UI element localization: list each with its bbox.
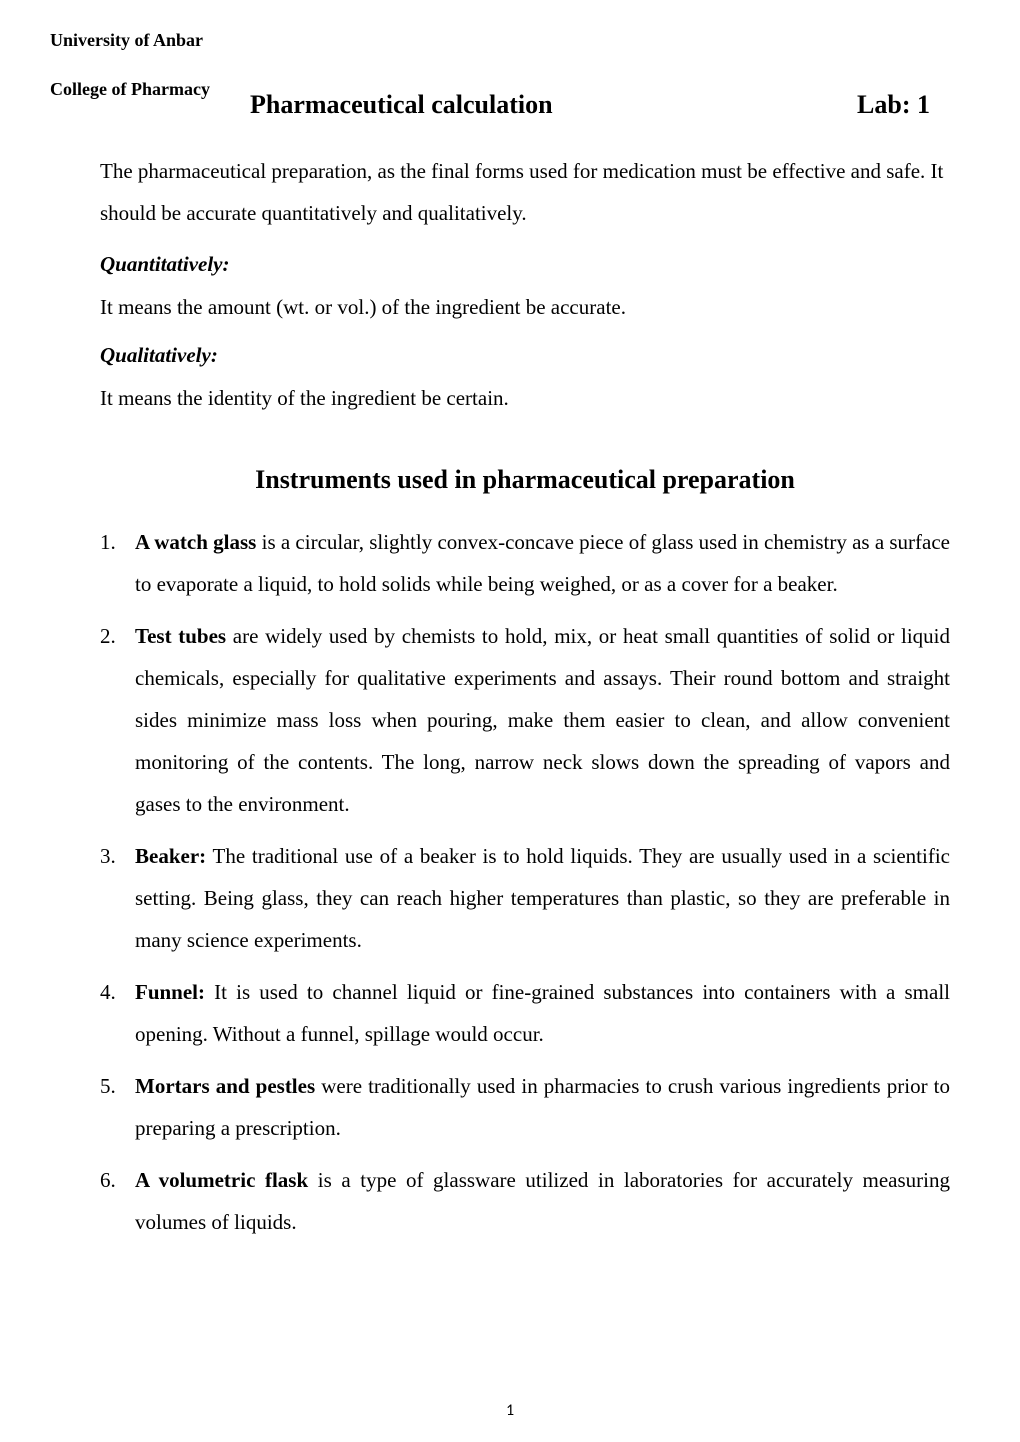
list-item: Mortars and pestles were traditionally u… xyxy=(100,1065,950,1149)
list-item: A volumetric flask is a type of glasswar… xyxy=(100,1159,950,1243)
content-area: The pharmaceutical preparation, as the f… xyxy=(50,150,960,1243)
instrument-name: Beaker: xyxy=(135,844,206,868)
instrument-desc: are widely used by chemists to hold, mix… xyxy=(135,624,950,816)
instrument-name: Funnel: xyxy=(135,980,205,1004)
instrument-name: Test tubes xyxy=(135,624,226,648)
instrument-list: A watch glass is a circular, slightly co… xyxy=(100,521,950,1243)
list-item: A watch glass is a circular, slightly co… xyxy=(100,521,950,605)
main-title: Pharmaceutical calculation xyxy=(250,90,553,120)
instrument-name: A watch glass xyxy=(135,530,256,554)
instrument-desc: It is used to channel liquid or fine-gra… xyxy=(135,980,950,1046)
instrument-name: Mortars and pestles xyxy=(135,1074,315,1098)
quantitative-heading: Quantitatively: xyxy=(100,252,950,277)
list-item: Funnel: It is used to channel liquid or … xyxy=(100,971,950,1055)
list-item: Beaker: The traditional use of a beaker … xyxy=(100,835,950,961)
instrument-desc: The traditional use of a beaker is to ho… xyxy=(135,844,950,952)
header-institution: University of Anbar xyxy=(50,30,960,51)
instrument-name: A volumetric flask xyxy=(135,1168,308,1192)
quantitative-text: It means the amount (wt. or vol.) of the… xyxy=(100,291,950,325)
qualitative-text: It means the identity of the ingredient … xyxy=(100,382,950,416)
list-item: Test tubes are widely used by chemists t… xyxy=(100,615,950,825)
intro-paragraph: The pharmaceutical preparation, as the f… xyxy=(100,150,950,234)
instruments-section-title: Instruments used in pharmaceutical prepa… xyxy=(100,465,950,495)
page-number: 1 xyxy=(506,1401,514,1420)
qualitative-heading: Qualitatively: xyxy=(100,343,950,368)
instrument-desc: is a circular, slightly convex-concave p… xyxy=(135,530,950,596)
lab-label: Lab: 1 xyxy=(857,90,930,120)
